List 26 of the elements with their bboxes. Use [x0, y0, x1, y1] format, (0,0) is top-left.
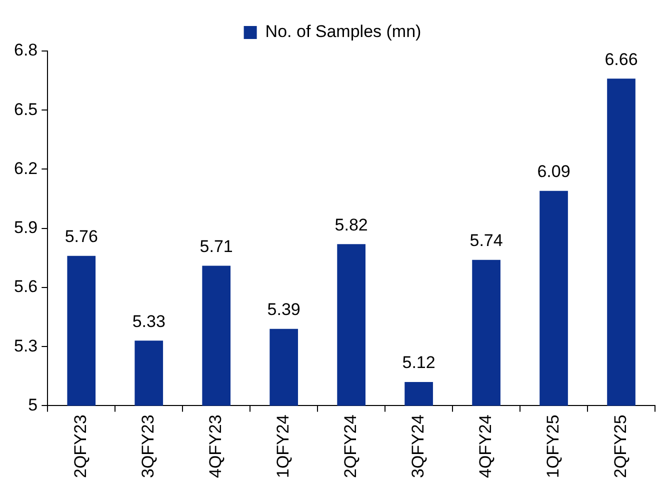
- x-tick-label: 2QFY24: [341, 414, 360, 478]
- data-label: 5.12: [402, 353, 436, 372]
- x-tick-label: 4QFY23: [206, 414, 226, 478]
- x-tick-label: 3QFY23: [138, 414, 158, 478]
- x-tick-label: 2QFY23: [71, 414, 90, 478]
- legend-label: No. of Samples (mn): [265, 22, 422, 42]
- x-tick-label: 4QFY24: [476, 414, 495, 478]
- y-tick-label: 5.3: [14, 336, 38, 356]
- x-tick-label: 1QFY24: [274, 414, 293, 478]
- y-tick-label: 6.5: [14, 100, 38, 119]
- x-tick-label: 2QFY25: [610, 414, 630, 478]
- data-label: 5.74: [470, 231, 503, 250]
- x-tick-label: 3QFY24: [408, 414, 428, 478]
- y-tick-label: 5.6: [14, 277, 38, 296]
- data-label: 5.71: [200, 236, 233, 256]
- data-label: 5.33: [132, 312, 166, 331]
- data-label: 5.39: [267, 300, 300, 320]
- data-label: 6.66: [604, 50, 638, 69]
- data-label: 6.09: [537, 162, 570, 182]
- y-tick-label: 5.9: [14, 218, 38, 238]
- data-label: 5.76: [64, 227, 98, 246]
- y-tick-label: 6.2: [14, 158, 38, 178]
- y-tick-label: 5: [28, 395, 38, 414]
- x-tick-label: 1QFY25: [543, 414, 562, 478]
- data-label: 5.82: [334, 215, 368, 234]
- y-tick-label: 6.8: [14, 40, 38, 60]
